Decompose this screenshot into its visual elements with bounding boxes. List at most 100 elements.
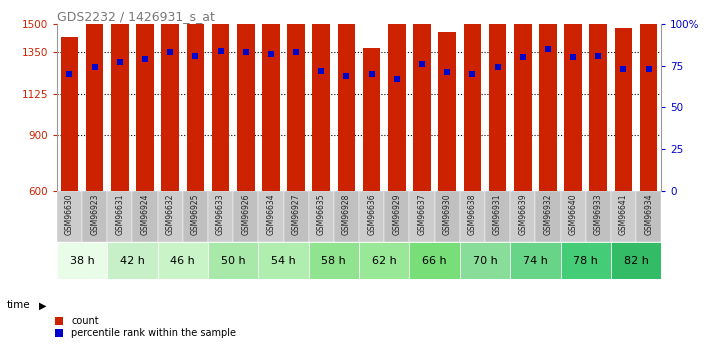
- Bar: [212, 0, 230, 191]
- Bar: [589, 0, 607, 191]
- Bar: [312, 0, 330, 191]
- Text: GSM96631: GSM96631: [115, 193, 124, 235]
- Text: GSM96927: GSM96927: [292, 193, 301, 235]
- Bar: [208, 191, 233, 243]
- Text: ▶: ▶: [39, 300, 47, 310]
- Bar: [611, 243, 661, 279]
- Text: GSM96929: GSM96929: [392, 193, 401, 235]
- Bar: [107, 243, 158, 279]
- Text: GSM96638: GSM96638: [468, 193, 477, 235]
- Bar: [514, 0, 532, 191]
- Bar: [434, 191, 460, 243]
- Text: GSM96634: GSM96634: [267, 193, 275, 235]
- Text: GSM96637: GSM96637: [417, 193, 427, 235]
- Text: 66 h: 66 h: [422, 256, 447, 266]
- Bar: [284, 191, 309, 243]
- Bar: [111, 9, 129, 191]
- Text: 46 h: 46 h: [171, 256, 195, 266]
- Text: GSM96934: GSM96934: [644, 193, 653, 235]
- Text: GSM96640: GSM96640: [569, 193, 577, 235]
- Bar: [611, 191, 636, 243]
- Text: GSM96636: GSM96636: [367, 193, 376, 235]
- Text: GSM96641: GSM96641: [619, 193, 628, 235]
- Bar: [359, 191, 384, 243]
- Text: GSM96639: GSM96639: [518, 193, 528, 235]
- Text: 38 h: 38 h: [70, 256, 95, 266]
- Point: [466, 71, 478, 77]
- Bar: [488, 0, 506, 191]
- Text: GSM96930: GSM96930: [443, 193, 451, 235]
- Text: 62 h: 62 h: [372, 256, 397, 266]
- Point: [567, 55, 579, 60]
- Bar: [57, 243, 107, 279]
- Bar: [485, 191, 510, 243]
- Bar: [233, 191, 258, 243]
- Bar: [208, 243, 258, 279]
- Bar: [338, 24, 356, 191]
- Bar: [464, 0, 481, 191]
- Point: [592, 53, 604, 59]
- Text: GSM96635: GSM96635: [317, 193, 326, 235]
- Point: [139, 56, 151, 62]
- Bar: [132, 191, 158, 243]
- Bar: [560, 243, 611, 279]
- Point: [215, 48, 226, 53]
- Bar: [410, 243, 460, 279]
- Point: [89, 65, 100, 70]
- Bar: [107, 191, 132, 243]
- Text: GSM96933: GSM96933: [594, 193, 603, 235]
- Text: 82 h: 82 h: [624, 256, 648, 266]
- Text: 58 h: 58 h: [321, 256, 346, 266]
- Bar: [565, 0, 582, 191]
- Bar: [309, 243, 359, 279]
- Bar: [86, 24, 104, 191]
- Point: [190, 53, 201, 59]
- Point: [517, 55, 528, 60]
- Point: [442, 70, 453, 75]
- Point: [643, 66, 654, 72]
- Bar: [82, 191, 107, 243]
- Bar: [57, 191, 82, 243]
- Text: GSM96923: GSM96923: [90, 193, 99, 235]
- Text: GDS2232 / 1426931_s_at: GDS2232 / 1426931_s_at: [57, 10, 215, 23]
- Bar: [560, 191, 586, 243]
- Bar: [460, 191, 485, 243]
- Bar: [614, 28, 632, 191]
- Point: [492, 65, 503, 70]
- Text: 70 h: 70 h: [473, 256, 497, 266]
- Bar: [183, 191, 208, 243]
- Point: [618, 66, 629, 72]
- Text: GSM96931: GSM96931: [493, 193, 502, 235]
- Bar: [158, 243, 208, 279]
- Bar: [388, 17, 406, 191]
- Bar: [287, 0, 305, 191]
- Bar: [410, 191, 434, 243]
- Text: GSM96630: GSM96630: [65, 193, 74, 235]
- Bar: [460, 243, 510, 279]
- Bar: [334, 191, 359, 243]
- Bar: [363, 48, 380, 191]
- Text: 54 h: 54 h: [271, 256, 296, 266]
- Point: [542, 46, 554, 52]
- Legend: count, percentile rank within the sample: count, percentile rank within the sample: [55, 316, 236, 338]
- Bar: [186, 0, 204, 191]
- Point: [265, 51, 277, 57]
- Text: GSM96926: GSM96926: [241, 193, 250, 235]
- Bar: [384, 191, 410, 243]
- Text: 74 h: 74 h: [523, 256, 547, 266]
- Point: [164, 50, 176, 55]
- Point: [290, 50, 301, 55]
- Text: GSM96932: GSM96932: [543, 193, 552, 235]
- Point: [240, 50, 252, 55]
- Text: GSM96633: GSM96633: [216, 193, 225, 235]
- Bar: [258, 191, 284, 243]
- Bar: [237, 0, 255, 191]
- Bar: [510, 191, 535, 243]
- Bar: [636, 191, 661, 243]
- Bar: [158, 191, 183, 243]
- Bar: [309, 191, 334, 243]
- Point: [341, 73, 352, 79]
- Text: GSM96925: GSM96925: [191, 193, 200, 235]
- Bar: [535, 191, 560, 243]
- Point: [417, 61, 428, 67]
